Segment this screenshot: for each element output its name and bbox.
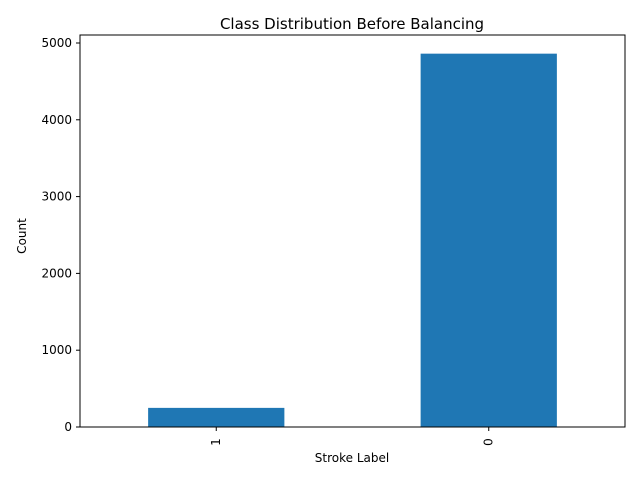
bars-group <box>148 53 557 427</box>
x-axis-label: Stroke Label <box>315 451 389 465</box>
y-tick-label: 0 <box>64 420 72 434</box>
chart-title: Class Distribution Before Balancing <box>220 15 484 33</box>
y-tick-label: 1000 <box>41 343 72 357</box>
bar-0 <box>420 53 557 427</box>
plot-frame <box>79 34 626 428</box>
y-tick-label: 5000 <box>41 36 72 50</box>
y-tick-label: 3000 <box>41 190 72 204</box>
x-tick-label: 0 <box>481 438 495 446</box>
bar-1 <box>148 407 285 427</box>
x-tick-label: 1 <box>209 438 223 446</box>
y-tick-label: 2000 <box>41 266 72 280</box>
y-axis-label: Count <box>15 218 29 254</box>
y-axis-ticks: 0 1000 2000 3000 4000 5000 <box>41 36 80 434</box>
y-tick-label: 4000 <box>41 113 72 127</box>
